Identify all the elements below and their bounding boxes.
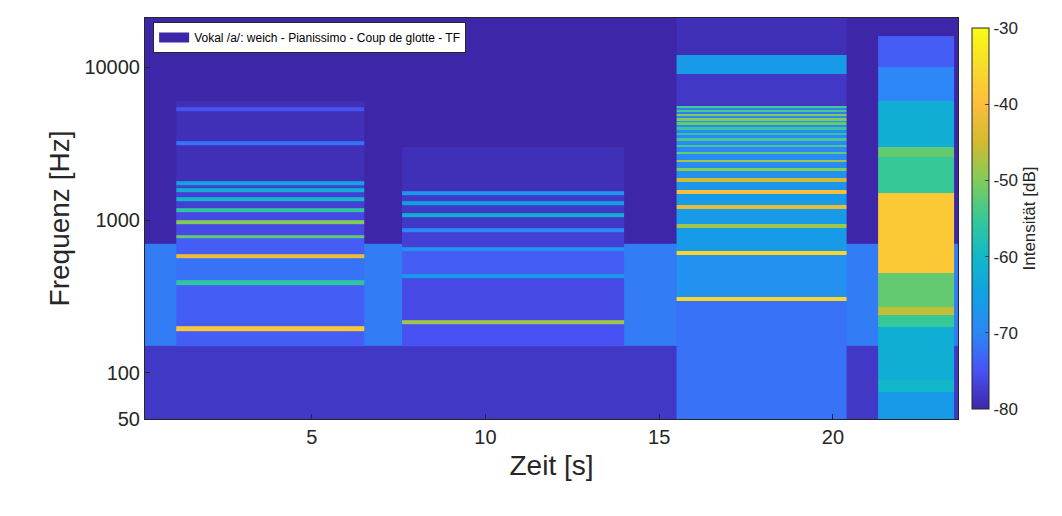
svg-text:Frequenz [Hz]: Frequenz [Hz] (44, 131, 75, 307)
svg-text:-60: -60 (993, 248, 1018, 267)
svg-text:20: 20 (822, 426, 844, 448)
svg-text:15: 15 (648, 426, 670, 448)
svg-text:50: 50 (118, 408, 140, 430)
svg-text:Vokal /a/: weich - Pianissimo: Vokal /a/: weich - Pianissimo - Coup de … (194, 31, 460, 45)
svg-text:100: 100 (107, 362, 140, 384)
svg-text:-70: -70 (993, 324, 1018, 343)
svg-text:Zeit [s]: Zeit [s] (509, 450, 593, 481)
svg-text:5: 5 (306, 426, 317, 448)
svg-text:Intensität [dB]: Intensität [dB] (1020, 167, 1039, 271)
svg-text:1000: 1000 (96, 209, 141, 231)
svg-text:-50: -50 (993, 171, 1018, 190)
svg-text:10: 10 (474, 426, 496, 448)
svg-text:-30: -30 (993, 19, 1018, 38)
svg-text:-40: -40 (993, 95, 1018, 114)
svg-text:-80: -80 (993, 400, 1018, 419)
svg-text:10000: 10000 (84, 56, 140, 78)
